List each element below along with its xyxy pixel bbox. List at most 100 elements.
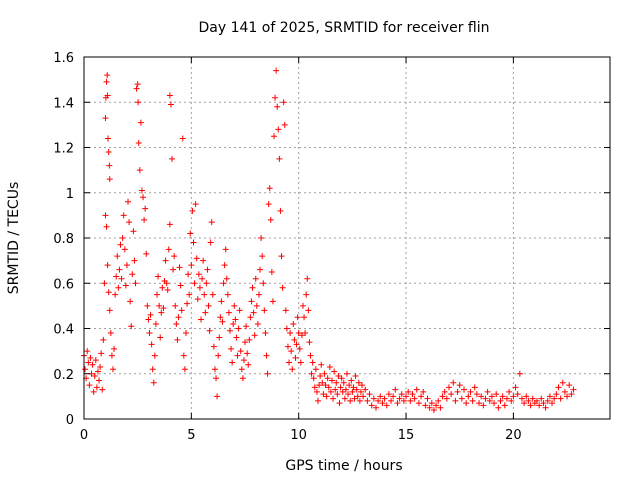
data-point <box>93 384 100 391</box>
data-point <box>189 207 196 214</box>
data-point <box>235 325 242 332</box>
data-point <box>261 307 268 314</box>
data-point <box>282 307 289 314</box>
data-point <box>100 336 107 343</box>
x-tick-label: 20 <box>505 428 522 443</box>
data-point <box>222 246 229 253</box>
data-point <box>142 205 149 212</box>
data-point <box>155 273 162 280</box>
data-point <box>169 155 176 162</box>
data-point <box>334 391 341 398</box>
data-point <box>137 119 144 126</box>
data-point <box>251 332 258 339</box>
data-point <box>352 373 359 380</box>
data-point <box>516 370 523 377</box>
data-point <box>288 348 295 355</box>
data-point <box>97 363 104 370</box>
data-point <box>218 298 225 305</box>
data-point <box>185 271 192 278</box>
data-point <box>104 92 111 99</box>
data-point <box>82 366 89 373</box>
data-point <box>325 384 332 391</box>
plot-frame <box>83 56 611 420</box>
data-point <box>313 388 320 395</box>
data-point <box>198 316 205 323</box>
data-point <box>309 359 316 366</box>
data-point <box>186 291 193 298</box>
data-point <box>277 207 284 214</box>
data-point <box>106 162 113 169</box>
data-point <box>296 345 303 352</box>
data-point <box>204 266 211 273</box>
data-point <box>101 280 108 287</box>
data-point <box>207 239 214 246</box>
data-point <box>469 397 476 404</box>
data-point <box>430 406 437 413</box>
data-point <box>107 330 114 337</box>
data-point <box>370 395 377 402</box>
data-point <box>359 382 366 389</box>
data-point <box>493 391 500 398</box>
data-point <box>179 135 186 142</box>
data-point <box>330 395 337 402</box>
data-point <box>512 384 519 391</box>
data-point <box>294 314 301 321</box>
data-point <box>117 241 124 248</box>
data-point <box>114 253 121 260</box>
data-point <box>228 345 235 352</box>
y-tick-label: 1.2 <box>53 142 74 157</box>
data-point <box>106 307 113 314</box>
data-point <box>213 375 220 382</box>
data-point <box>271 133 278 140</box>
data-point <box>254 320 261 327</box>
data-point <box>398 391 405 398</box>
data-point <box>193 255 200 262</box>
data-point <box>208 219 215 226</box>
x-tick-labels: 0 5 10 15 20 <box>80 428 522 443</box>
data-point <box>503 395 510 402</box>
data-point <box>452 397 459 404</box>
data-point <box>525 397 532 404</box>
data-point <box>473 391 480 398</box>
data-point <box>192 201 199 208</box>
data-point <box>443 395 450 402</box>
data-point <box>125 198 132 205</box>
data-point <box>250 309 257 316</box>
data-point <box>317 373 324 380</box>
data-point <box>177 282 184 289</box>
data-point <box>221 262 228 269</box>
data-point <box>263 352 270 359</box>
data-point <box>527 402 534 409</box>
data-point <box>121 246 128 253</box>
data-point <box>134 81 141 88</box>
data-point <box>284 343 291 350</box>
data-point <box>210 343 217 350</box>
data-point <box>223 275 230 282</box>
data-point <box>411 395 418 402</box>
data-point <box>341 395 348 402</box>
data-point <box>245 361 252 368</box>
data-point <box>214 393 221 400</box>
data-point <box>349 388 356 395</box>
data-point <box>564 393 571 400</box>
data-point <box>538 395 545 402</box>
data-point <box>217 314 224 321</box>
data-point <box>523 393 530 400</box>
data-point <box>122 282 129 289</box>
data-point <box>346 382 353 389</box>
data-points <box>81 67 577 413</box>
data-point <box>143 250 150 257</box>
data-point <box>216 334 223 341</box>
data-point <box>266 185 273 192</box>
data-point <box>187 230 194 237</box>
data-point <box>239 375 246 382</box>
data-point <box>225 309 232 316</box>
x-tick-label: 10 <box>290 428 307 443</box>
data-point <box>220 280 227 287</box>
data-point <box>390 393 397 400</box>
data-point <box>102 212 109 219</box>
data-point <box>420 388 427 395</box>
data-point <box>445 384 452 391</box>
data-point <box>306 339 313 346</box>
data-point <box>279 284 286 291</box>
